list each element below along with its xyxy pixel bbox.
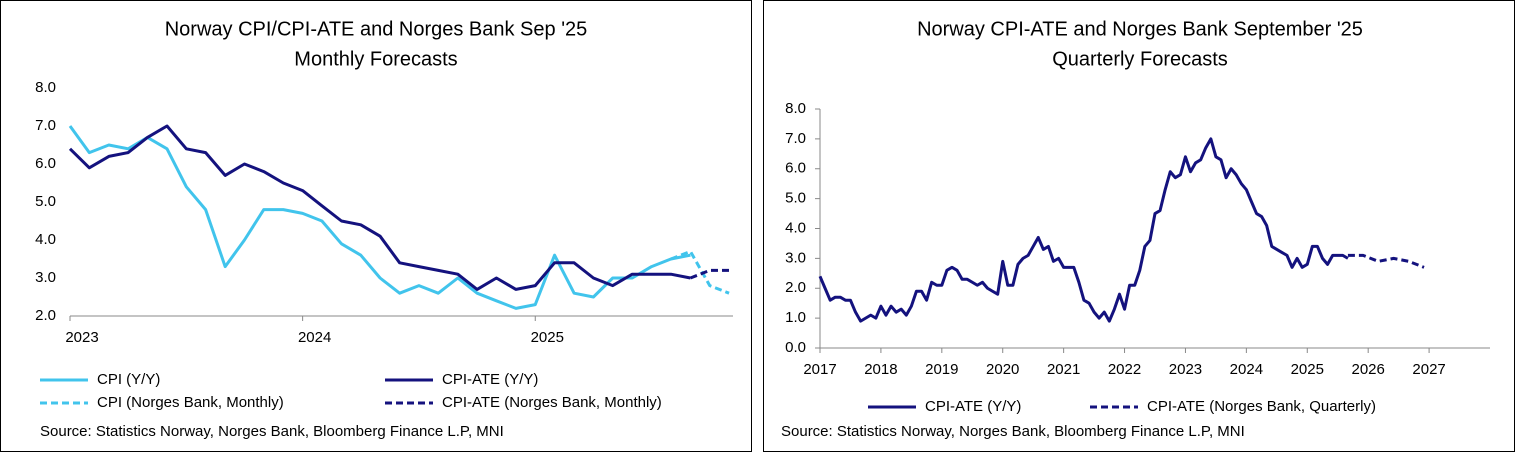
- y-tick-label: 2.0: [785, 279, 806, 296]
- x-tick-label: 2025: [531, 329, 564, 346]
- data-line: [68, 125, 691, 310]
- x-tick-label: 2023: [65, 329, 98, 346]
- data-line: [689, 268, 730, 280]
- legend-label: CPI-ATE (Y/Y): [925, 398, 1021, 415]
- data-line: [68, 124, 691, 291]
- chart-title: Norway CPI-ATE and Norges Bank September…: [917, 18, 1363, 40]
- y-tick-label: 1.0: [785, 309, 806, 326]
- x-tick-label: 2025: [1291, 361, 1324, 378]
- x-tick-label: 2024: [298, 329, 331, 346]
- x-tick-label: 2024: [1230, 361, 1263, 378]
- x-tick-label: 2023: [1169, 361, 1202, 378]
- legend-label: CPI (Y/Y): [97, 371, 160, 388]
- y-tick-label: 8.0: [785, 100, 806, 117]
- y-tick-label: 7.0: [35, 117, 56, 134]
- legend-label: CPI-ATE (Y/Y): [442, 371, 538, 388]
- legend-label: CPI (Norges Bank, Monthly): [97, 394, 284, 411]
- source-note: Source: Statistics Norway, Norges Bank, …: [781, 423, 1245, 440]
- x-tick-label: 2026: [1351, 361, 1384, 378]
- legend-label: CPI-ATE (Norges Bank, Monthly): [442, 394, 662, 411]
- data-line: [818, 137, 1349, 323]
- y-tick-label: 5.0: [785, 190, 806, 207]
- x-tick-label: 2020: [986, 361, 1019, 378]
- y-tick-label: 3.0: [785, 249, 806, 266]
- x-tick-label: 2022: [1108, 361, 1141, 378]
- y-tick-label: 2.0: [35, 307, 56, 324]
- y-tick-label: 6.0: [785, 160, 806, 177]
- x-tick-label: 2018: [864, 361, 897, 378]
- data-line: [670, 249, 730, 295]
- x-tick-label: 2017: [803, 361, 836, 378]
- source-note: Source: Statistics Norway, Norges Bank, …: [40, 423, 504, 440]
- chart-title: Norway CPI/CPI-ATE and Norges Bank Sep '…: [165, 18, 588, 40]
- x-tick-label: 2027: [1412, 361, 1445, 378]
- y-tick-label: 5.0: [35, 193, 56, 210]
- panel-frame: [763, 0, 1515, 452]
- x-tick-label: 2021: [1047, 361, 1080, 378]
- y-tick-label: 0.0: [785, 339, 806, 356]
- y-tick-label: 8.0: [35, 79, 56, 96]
- y-tick-label: 3.0: [35, 269, 56, 286]
- chart-title: Quarterly Forecasts: [1052, 48, 1228, 70]
- x-tick-label: 2019: [925, 361, 958, 378]
- y-tick-label: 4.0: [785, 219, 806, 236]
- chart-title: Monthly Forecasts: [294, 48, 457, 70]
- panel-frame: [0, 0, 752, 452]
- y-tick-label: 7.0: [785, 130, 806, 147]
- legend-label: CPI-ATE (Norges Bank, Quarterly): [1147, 398, 1376, 415]
- y-tick-label: 6.0: [35, 155, 56, 172]
- y-tick-label: 4.0: [35, 231, 56, 248]
- data-line: [1347, 253, 1425, 269]
